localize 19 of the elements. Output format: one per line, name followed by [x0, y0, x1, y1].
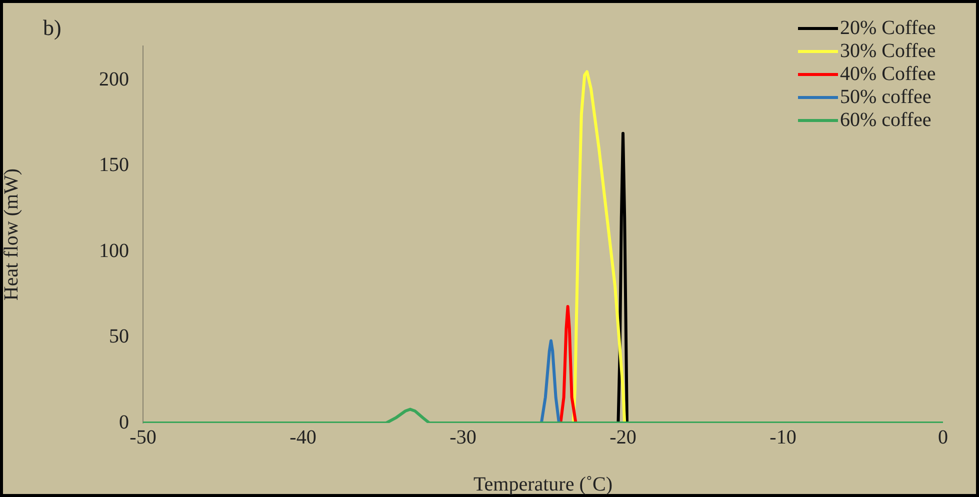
x-tick-label: -20 [610, 426, 636, 448]
x-tick-label: -40 [290, 426, 316, 448]
legend-label: 50% coffee [840, 86, 932, 109]
x-tick-label: -50 [130, 426, 156, 448]
y-tick-label: 150 [99, 154, 129, 176]
legend-label: 20% Coffee [840, 17, 936, 40]
legend-label: 30% Coffee [840, 40, 936, 63]
x-tick-label: -30 [450, 426, 476, 448]
y-axis-title: Heat flow (mW) [0, 168, 22, 301]
x-tick-label: -10 [770, 426, 796, 448]
legend-label: 60% coffee [840, 109, 932, 132]
y-tick-label: 0 [119, 411, 129, 434]
y-tick-label: 50 [109, 326, 129, 348]
y-tick-label: 100 [99, 240, 129, 262]
y-tick-label: 200 [99, 68, 129, 91]
text: b) [43, 15, 62, 41]
legend-label: 40% Coffee [840, 63, 936, 86]
x-tick-label: 0 [938, 426, 948, 448]
x-axis-title: Temperature (˚C) [473, 473, 613, 496]
